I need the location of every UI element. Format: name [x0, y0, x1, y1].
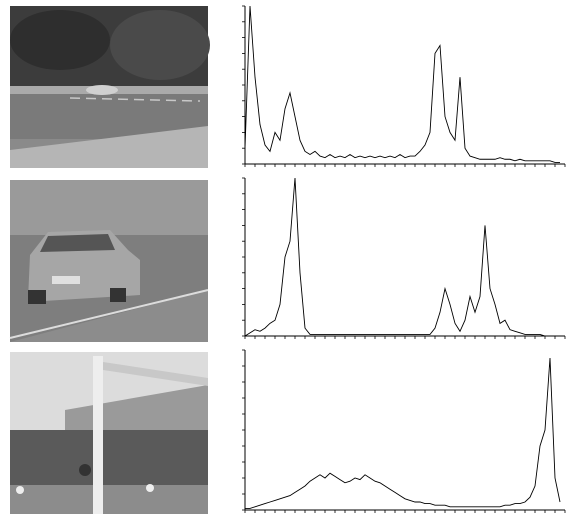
frame-image	[10, 352, 208, 514]
figure	[0, 0, 570, 514]
histogram-line	[245, 358, 560, 508]
frame-image	[10, 180, 208, 342]
frame-image	[10, 6, 210, 168]
histogram-line	[245, 6, 560, 162]
histogram-line	[245, 178, 560, 336]
